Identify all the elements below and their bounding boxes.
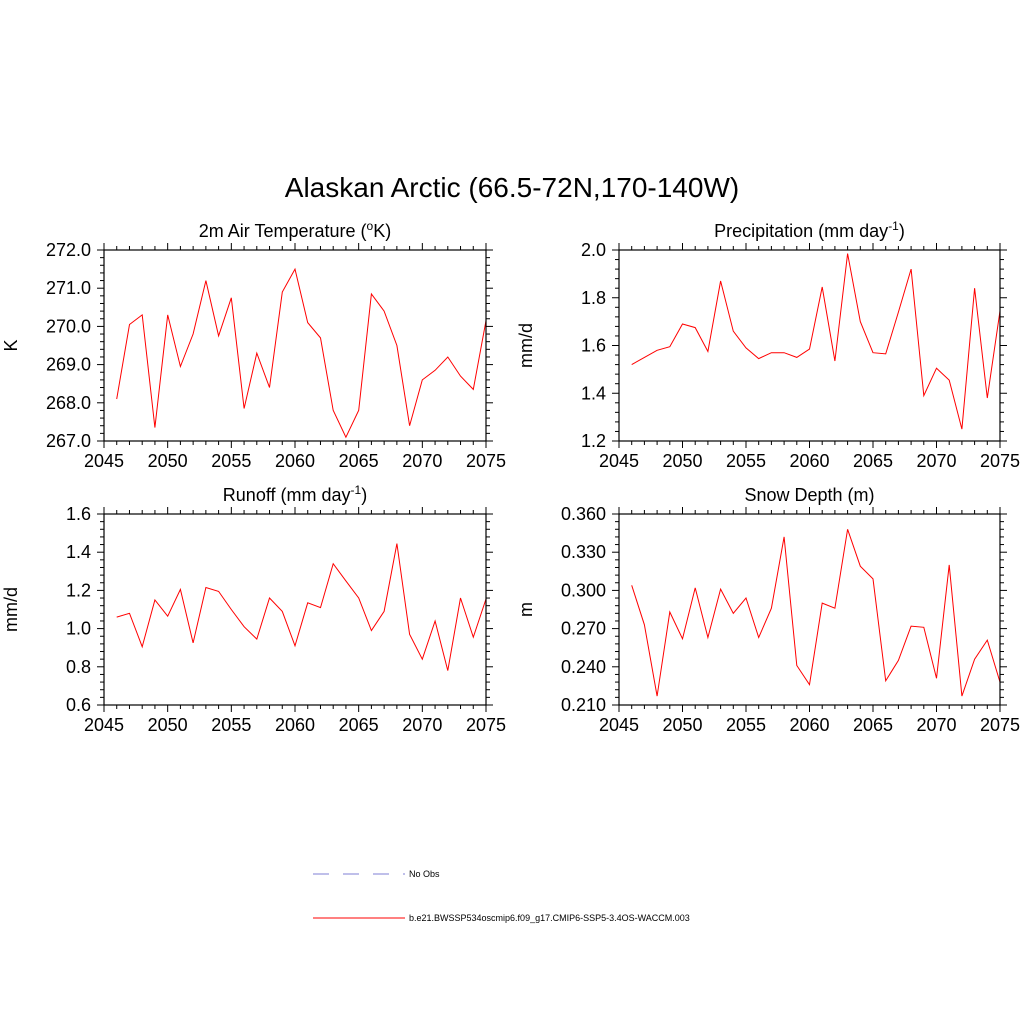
legend: No Obs b.e21.BWSSP534oscmip6.f09_g17.CMI… xyxy=(313,869,690,923)
panel-group: 2m Air Temperature (oK) K 2045 2050 2055 2060… xyxy=(1,219,1020,735)
y-axis-label: mm/d xyxy=(1,587,21,632)
x-tick-label: 2055 xyxy=(211,451,251,471)
y-tick-label: 0.8 xyxy=(66,657,91,677)
x-tick-label: 2070 xyxy=(916,451,956,471)
panel-title-superscript: -1 xyxy=(351,483,362,497)
panel-title-main: Snow Depth (m) xyxy=(744,485,874,505)
y-tick-label: 0.330 xyxy=(561,542,606,562)
x-tick-label: 2045 xyxy=(84,715,124,735)
x-tick-label: 2045 xyxy=(599,715,639,735)
chart-panel-4: Snow Depth (m) m 2045 2050 2055 2060 2065 2070 2… xyxy=(516,485,1020,735)
y-tick-label: 0.6 xyxy=(66,695,91,715)
y-tick-label: 1.8 xyxy=(581,288,606,308)
y-tick-label: 1.2 xyxy=(581,431,606,451)
x-tick-label: 2055 xyxy=(211,715,251,735)
figure-title: Alaskan Arctic (66.5-72N,170-140W) xyxy=(285,172,739,203)
x-tick-label: 2050 xyxy=(148,451,188,471)
y-axis-label: m xyxy=(516,602,536,617)
series-line xyxy=(116,267,487,439)
panel-title-tail: ) xyxy=(899,221,905,241)
x-tick-label: 2045 xyxy=(84,451,124,471)
chart-panel-3: Runoff (mm day-1) mm/d 2045 2050 2055 2060 206… xyxy=(1,483,506,735)
x-tick-label: 2075 xyxy=(466,451,506,471)
x-tick-label: 2050 xyxy=(662,715,702,735)
panel-title-superscript: o xyxy=(367,219,374,233)
y-tick-label: 0.360 xyxy=(561,504,606,524)
x-tick-label: 2075 xyxy=(466,715,506,735)
x-tick-label: 2060 xyxy=(275,451,315,471)
x-tick-label: 2065 xyxy=(853,451,893,471)
panel-title-main: Precipitation (mm day xyxy=(714,221,888,241)
y-tick-label: 1.6 xyxy=(581,336,606,356)
chart-panel-2: Precipitation (mm day-1) mm/d 2045 2050 2055… xyxy=(516,219,1020,471)
x-tick-label: 2055 xyxy=(726,451,766,471)
y-tick-label: 1.4 xyxy=(581,383,606,403)
y-axis-label: K xyxy=(1,339,21,351)
x-tick-label: 2075 xyxy=(980,715,1020,735)
legend-label-model: b.e21.BWSSP534oscmip6.f09_g17.CMIP6-SSP5… xyxy=(409,913,690,923)
panel-title-main: 2m Air Temperature ( xyxy=(199,221,367,241)
y-tick-label: 1.2 xyxy=(66,580,91,600)
series-line xyxy=(631,253,1001,430)
y-tick-label: 267.0 xyxy=(46,431,91,451)
series-line xyxy=(116,543,487,671)
x-tick-label: 2055 xyxy=(726,715,766,735)
y-tick-label: 2.0 xyxy=(581,240,606,260)
y-tick-label: 1.0 xyxy=(66,619,91,639)
x-tick-label: 2050 xyxy=(662,451,702,471)
x-tick-label: 2050 xyxy=(148,715,188,735)
series-line xyxy=(631,529,1001,697)
chart-panel-1: 2m Air Temperature (oK) K 2045 2050 2055 2060… xyxy=(1,219,506,471)
x-tick-label: 2060 xyxy=(789,715,829,735)
x-tick-label: 2075 xyxy=(980,451,1020,471)
plot-frame xyxy=(103,249,487,442)
y-tick-label: 1.6 xyxy=(66,504,91,524)
panel-title: 2m Air Temperature (oK) xyxy=(199,219,391,241)
y-tick-label: 0.210 xyxy=(561,695,606,715)
x-tick-label: 2070 xyxy=(916,715,956,735)
y-tick-label: 1.4 xyxy=(66,542,91,562)
x-tick-label: 2070 xyxy=(402,715,442,735)
y-axis-label: mm/d xyxy=(516,323,536,368)
panel-title-main: Runoff (mm day xyxy=(223,485,351,505)
x-tick-label: 2045 xyxy=(599,451,639,471)
x-tick-label: 2070 xyxy=(402,451,442,471)
x-tick-label: 2060 xyxy=(275,715,315,735)
y-tick-label: 0.240 xyxy=(561,657,606,677)
x-tick-label: 2065 xyxy=(339,451,379,471)
x-tick-label: 2065 xyxy=(339,715,379,735)
x-tick-label: 2065 xyxy=(853,715,893,735)
y-tick-label: 272.0 xyxy=(46,240,91,260)
y-tick-label: 271.0 xyxy=(46,278,91,298)
y-tick-label: 270.0 xyxy=(46,316,91,336)
panel-title: Snow Depth (m) xyxy=(744,485,874,505)
panel-title: Precipitation (mm day-1) xyxy=(714,219,905,241)
y-tick-label: 269.0 xyxy=(46,355,91,375)
y-tick-label: 0.270 xyxy=(561,619,606,639)
panel-title-superscript: -1 xyxy=(888,219,899,233)
plot-frame xyxy=(618,249,1001,442)
y-tick-label: 268.0 xyxy=(46,393,91,413)
panel-title: Runoff (mm day-1) xyxy=(223,483,367,505)
x-tick-label: 2060 xyxy=(789,451,829,471)
legend-label-no-obs: No Obs xyxy=(409,869,440,879)
panel-title-tail: K) xyxy=(373,221,391,241)
y-tick-label: 0.300 xyxy=(561,580,606,600)
panel-title-tail: ) xyxy=(361,485,367,505)
plot-frame xyxy=(103,513,487,706)
plot-frame xyxy=(618,513,1001,706)
